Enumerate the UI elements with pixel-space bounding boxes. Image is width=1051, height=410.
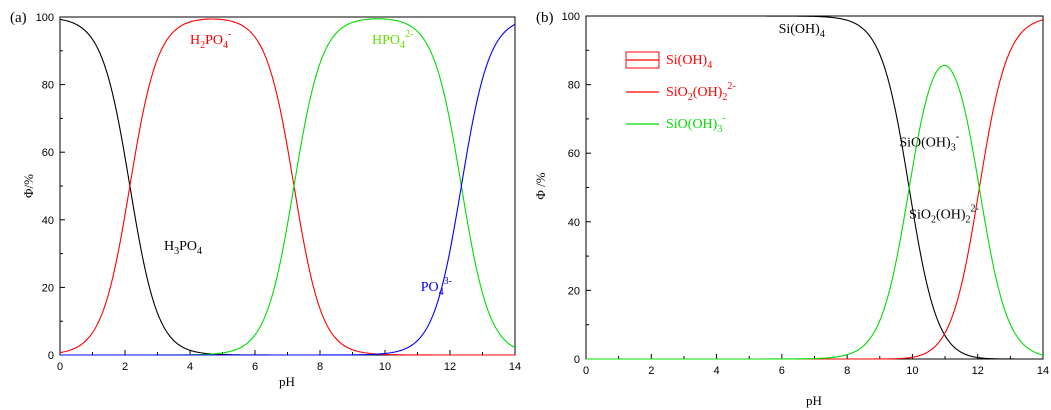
- x-tick-label: 8: [317, 361, 323, 373]
- y-tick-label: 100: [562, 11, 580, 23]
- curve-annotation-3: PO43-: [421, 276, 452, 298]
- series-line-1: [586, 19, 1044, 360]
- x-tick-label: 14: [509, 361, 521, 373]
- y-tick-label: 80: [568, 80, 580, 92]
- curve-annotation-2: SiO2(OH)22-: [909, 203, 979, 225]
- x-tick-label: 10: [379, 361, 391, 373]
- x-axis-label: pH: [806, 393, 822, 408]
- x-tick-label: 8: [844, 365, 850, 377]
- x-tick-label: 10: [906, 365, 918, 377]
- x-tick-label: 0: [583, 365, 589, 377]
- y-tick-label: 80: [42, 80, 54, 92]
- panel-tag: (a): [10, 10, 27, 26]
- series-line-1: [59, 18, 515, 356]
- series-line-0: [586, 15, 1043, 360]
- panel-tag: (b): [536, 10, 554, 26]
- x-tick-label: 12: [972, 365, 984, 377]
- y-axis-label: Φ/%: [21, 174, 36, 198]
- y-tick-label: 100: [36, 12, 54, 24]
- series-line-3: [60, 23, 516, 356]
- y-tick-label: 0: [574, 354, 580, 366]
- curve-annotation-1: SiO(OH)3-: [899, 131, 959, 153]
- curve-annotation-2: H3PO4: [164, 239, 202, 257]
- legend-entry-0: Si(OH)4: [666, 53, 712, 71]
- legend-entry-1: SiO2(OH)22-: [666, 81, 736, 103]
- y-tick-label: 40: [568, 217, 580, 229]
- x-tick-label: 12: [444, 361, 456, 373]
- x-tick-label: 2: [648, 365, 654, 377]
- panel-a: 0 2 4 6 8 10 12 14 0 20 40 60 80 100 pH Φ/% (a) H2PO4- HPO…: [10, 10, 521, 389]
- y-tick-label: 60: [568, 148, 580, 160]
- x-tick-label: 6: [779, 365, 785, 377]
- panel-b: 0 2 4 6 8 10 12 14 0 20 40 60 80 100 pH Φ /% (b) Si(OH)4 S…: [533, 10, 1049, 408]
- y-tick-label: 20: [568, 285, 580, 297]
- plot-frame: [585, 15, 1044, 360]
- legend-swatch-box: [625, 51, 660, 69]
- x-tick-label: 14: [1037, 365, 1049, 377]
- x-tick-label: 0: [57, 361, 63, 373]
- x-tick-label: 4: [714, 365, 720, 377]
- curve-annotation-0: H2PO4-: [190, 29, 231, 51]
- legend-entry-2: SiO(OH)3-: [666, 113, 726, 135]
- series-line-2: [586, 64, 1044, 360]
- y-axis-label: Φ /%: [533, 172, 548, 199]
- x-tick-label: 6: [252, 361, 258, 373]
- y-tick-label: 0: [48, 350, 54, 362]
- curve-annotation-1: HPO42-: [372, 29, 413, 51]
- curve-annotation-0: Si(OH)4: [779, 22, 825, 40]
- x-tick-label: 2: [122, 361, 128, 373]
- plot-frame: [59, 16, 516, 356]
- x-tick-label: 4: [187, 361, 193, 373]
- y-tick-label: 40: [42, 215, 54, 227]
- x-axis-label: pH: [279, 374, 295, 389]
- y-tick-label: 60: [42, 147, 54, 159]
- series-line-0: [59, 18, 515, 356]
- series-line-2: [60, 18, 516, 356]
- y-tick-label: 20: [42, 282, 54, 294]
